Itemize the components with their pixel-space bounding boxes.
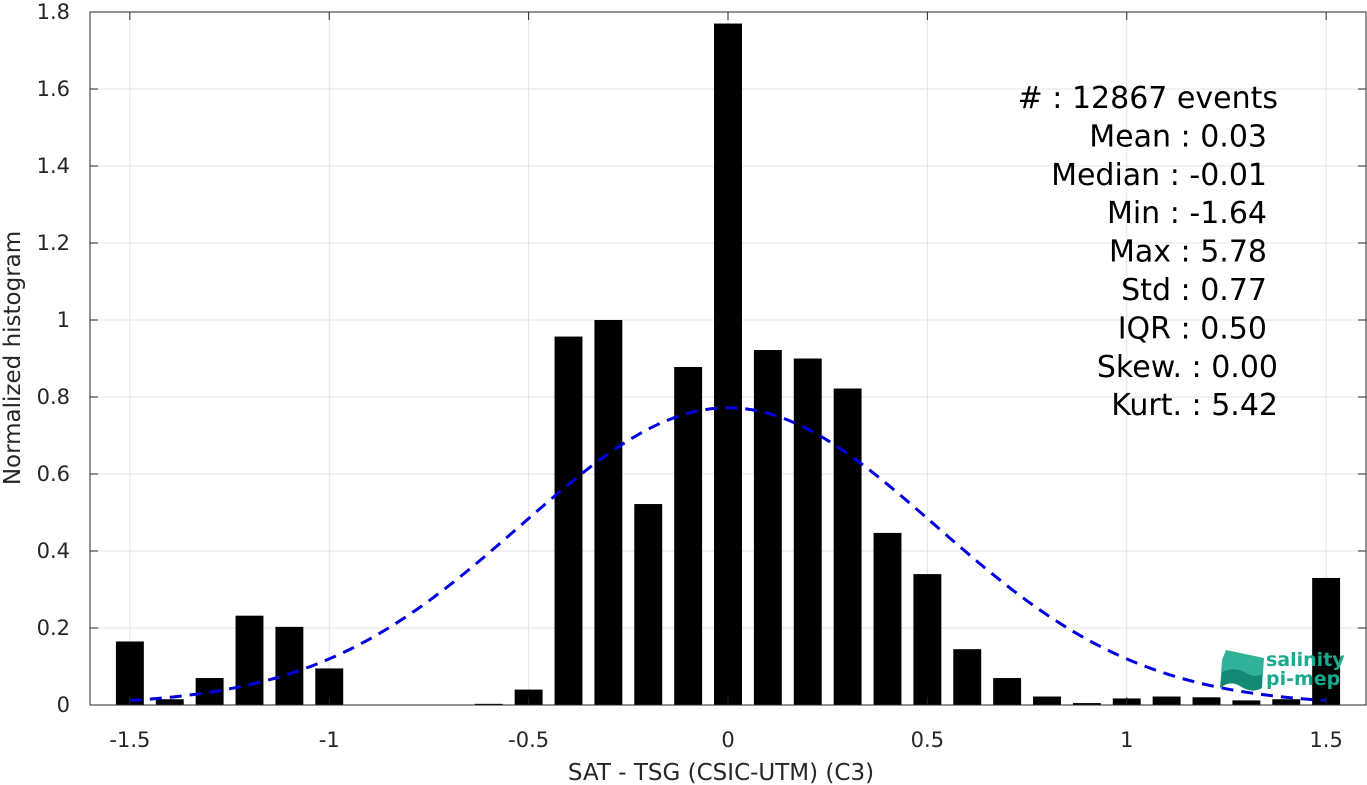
histogram-bar bbox=[235, 615, 264, 705]
stats-line: Std : 0.77 bbox=[1121, 273, 1267, 308]
histogram-bar bbox=[1272, 699, 1301, 705]
y-tick-label: 1 bbox=[57, 308, 70, 332]
bars bbox=[115, 23, 1341, 706]
histogram-bar bbox=[1312, 577, 1341, 705]
stats-line: Median : -0.01 bbox=[1051, 158, 1267, 193]
y-tick-label: 1.6 bbox=[37, 77, 70, 101]
histogram-bar bbox=[1152, 696, 1181, 705]
x-tick-label: -1.5 bbox=[109, 728, 150, 752]
y-tick-label: 1.8 bbox=[37, 0, 70, 24]
histogram-bar bbox=[1232, 700, 1261, 705]
normal-fit-curve bbox=[129, 406, 1327, 703]
stats-line: Mean : 0.03 bbox=[1089, 119, 1267, 154]
histogram-bar bbox=[793, 358, 822, 705]
x-tick-label: 1 bbox=[1120, 728, 1133, 752]
histogram-bar bbox=[714, 23, 742, 706]
y-ticks: 0 0.2 0.4 0.6 0.8 1 1.2 1.4 1.6 1.8 bbox=[37, 0, 1366, 717]
x-ticks: -1.5 -1 -0.5 0 0.5 1 1.5 bbox=[109, 12, 1343, 752]
x-tick-label: -1 bbox=[319, 728, 340, 752]
y-tick-label: 0.4 bbox=[37, 539, 70, 563]
histogram-bar bbox=[1192, 697, 1221, 705]
salinity-pi-mep-logo: salinity pi-mep bbox=[1220, 649, 1345, 691]
histogram-bar bbox=[1033, 696, 1061, 705]
logo-line2: pi-mep bbox=[1266, 668, 1340, 690]
x-tick-label: 0.5 bbox=[911, 728, 944, 752]
histogram-bar bbox=[155, 699, 184, 705]
histogram-bar bbox=[913, 574, 942, 705]
x-axis-label: SAT - TSG (CSIC-UTM) (C3) bbox=[568, 760, 874, 785]
histogram-bar bbox=[634, 504, 663, 705]
x-tick-label: -0.5 bbox=[508, 728, 549, 752]
histogram-bar bbox=[115, 641, 144, 705]
histogram-bar bbox=[953, 649, 982, 705]
stats-line: Kurt. : 5.42 bbox=[1111, 388, 1278, 423]
stats-line: IQR : 0.50 bbox=[1118, 311, 1267, 346]
histogram-bar bbox=[993, 678, 1022, 705]
stats-line: Min : -1.64 bbox=[1107, 196, 1267, 231]
y-tick-label: 1.2 bbox=[37, 231, 70, 255]
x-tick-label: 1.5 bbox=[1309, 728, 1342, 752]
y-tick-label: 0 bbox=[57, 693, 70, 717]
logo-line1: salinity bbox=[1266, 649, 1345, 671]
histogram-bar bbox=[873, 532, 902, 705]
y-tick-label: 0.2 bbox=[37, 616, 70, 640]
logo-wave-shade bbox=[1220, 669, 1262, 691]
stats-line: Skew. : 0.00 bbox=[1097, 350, 1278, 385]
y-tick-label: 0.6 bbox=[37, 462, 70, 486]
y-tick-label: 0.8 bbox=[37, 385, 70, 409]
histogram-bar bbox=[1072, 703, 1101, 705]
histogram-bar bbox=[474, 703, 503, 705]
histogram-bar bbox=[594, 320, 623, 705]
stats-line: Max : 5.78 bbox=[1109, 235, 1267, 270]
histogram-bar bbox=[275, 626, 304, 705]
histogram-bar bbox=[753, 350, 782, 705]
histogram-bar bbox=[554, 336, 583, 705]
y-tick-label: 1.4 bbox=[37, 154, 70, 178]
histogram-bar bbox=[674, 366, 703, 705]
histogram-bar bbox=[833, 388, 862, 705]
y-axis-label: Normalized histogram bbox=[0, 231, 26, 485]
stats-line: # : 12867 events bbox=[1018, 81, 1278, 116]
x-tick-label: 0 bbox=[721, 728, 734, 752]
